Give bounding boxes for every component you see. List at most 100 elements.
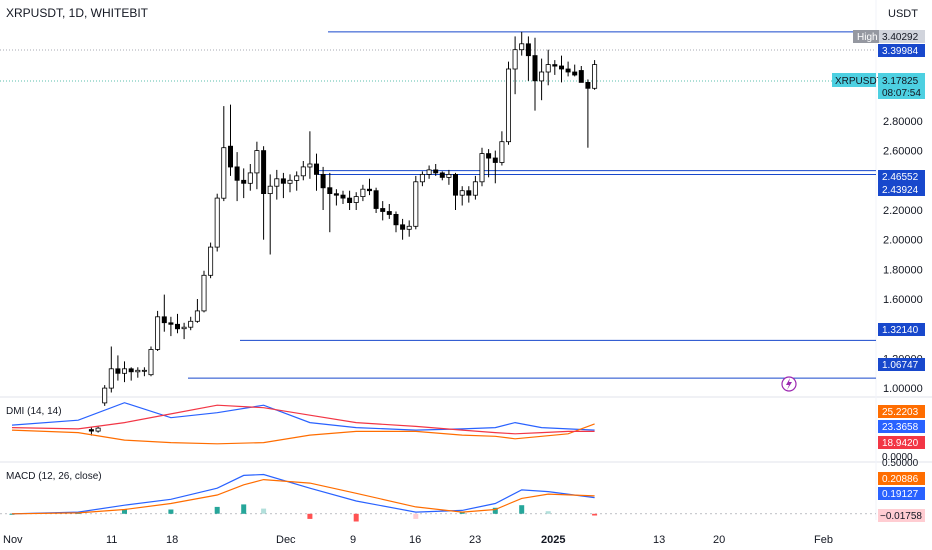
candle-2024-12-13 <box>287 174 293 193</box>
candle-2024-11-14 <box>95 426 101 433</box>
candle-body <box>578 70 584 83</box>
candle-2024-12-01 <box>208 242 214 279</box>
price-tick-10: 1.00000 <box>883 383 923 395</box>
candle-body <box>214 197 220 248</box>
macd-hist-bar-2 <box>122 509 127 514</box>
dmi-red-value: 18.9420 <box>882 438 919 449</box>
candle-body <box>532 55 538 82</box>
candle-2025-01-14 <box>499 131 505 166</box>
candle-2024-12-10 <box>267 174 273 255</box>
candle-2025-01-22 <box>552 60 558 75</box>
time-label-2025: 2025 <box>541 534 565 546</box>
candle-body <box>313 163 319 175</box>
candle-2024-12-05 <box>234 152 240 202</box>
candle-2024-11-18 <box>122 361 128 383</box>
time-label-11: 11 <box>106 534 117 546</box>
candle-body <box>234 166 240 181</box>
level-value-5: 1.06747 <box>882 360 919 371</box>
candle-body <box>539 71 545 82</box>
candle-2025-01-08 <box>459 186 465 206</box>
candle-2024-11-30 <box>201 270 207 313</box>
candle-2025-01-28 <box>592 60 598 90</box>
candle-2025-01-10 <box>472 175 478 200</box>
candle-2024-12-08 <box>254 141 260 190</box>
candle-2025-01-20 <box>539 58 545 101</box>
candle-body <box>353 196 359 203</box>
dmi-orange-badge <box>878 405 925 418</box>
candle-body <box>108 368 114 389</box>
candle-body <box>393 213 399 226</box>
candle-2024-12-26 <box>373 187 379 213</box>
candle-body <box>519 43 525 51</box>
macd-hist-badge <box>878 509 925 522</box>
candle-2025-01-04 <box>433 164 439 176</box>
candle-body <box>386 211 392 215</box>
candle-body <box>459 190 465 196</box>
candle-body <box>545 64 551 73</box>
high-value-badge <box>879 30 925 43</box>
candle-2025-01-09 <box>466 186 472 203</box>
candle-body <box>486 153 492 159</box>
macd-orange-value: 0.20886 <box>882 474 919 485</box>
time-label-dec: Dec <box>276 534 296 546</box>
symbol-badge-label: XRPUSDT <box>835 76 883 87</box>
candle-2025-01-17 <box>519 31 525 56</box>
candle-2025-01-24 <box>565 61 571 77</box>
high-value: 3.40292 <box>882 32 919 43</box>
candle-2025-01-18 <box>525 36 531 81</box>
price-axis[interactable]: 3.000002.800002.600002.400002.200002.000… <box>883 86 923 395</box>
candle-body <box>88 429 94 432</box>
candle-body <box>333 193 339 196</box>
candle-2024-12-03 <box>221 106 227 202</box>
candle-body <box>280 178 286 184</box>
candle-body <box>261 150 267 195</box>
symbol-title: XRPUSDT, 1D, WHITEBIT <box>6 6 149 20</box>
price-tick-6: 1.80000 <box>883 264 923 276</box>
candle-body <box>340 194 346 199</box>
price-value: 3.17825 <box>882 76 919 87</box>
time-label-nov: Nov <box>3 534 23 546</box>
candle-body <box>155 316 161 350</box>
macd-label[interactable]: MACD (12, 26, close) <box>6 471 102 482</box>
dmi-red-badge <box>878 436 925 449</box>
candle-body <box>380 208 386 212</box>
candle-2024-12-20 <box>333 189 339 206</box>
high-label: High <box>857 32 878 43</box>
level-value-3: 2.43924 <box>882 185 919 196</box>
candle-2024-11-16 <box>108 346 114 393</box>
macd-hist-bar-3 <box>168 509 174 514</box>
candle-2024-11-28 <box>188 316 194 331</box>
candle-body <box>95 427 101 432</box>
time-axis[interactable]: Nov 11 18 Dec 9 16 23 2025 13 20 Feb <box>3 534 833 546</box>
dmi-label[interactable]: DMI (14, 14) <box>6 406 62 417</box>
dmi-series-2 <box>11 404 595 435</box>
dmi-series-0 <box>11 402 595 431</box>
candle-body <box>452 173 458 196</box>
horizontal-levels[interactable] <box>188 31 876 379</box>
candle-2024-11-19 <box>128 367 134 381</box>
candle-2025-01-25 <box>572 64 578 77</box>
level-value-1: 3.39984 <box>882 46 919 57</box>
candle-body <box>525 43 531 57</box>
time-label-18: 18 <box>166 534 178 546</box>
candle-2025-01-13 <box>492 150 498 184</box>
candles[interactable] <box>88 31 598 436</box>
candle-2024-12-09 <box>261 146 267 240</box>
dmi-pane[interactable] <box>11 402 595 445</box>
high-label-badge <box>853 30 879 43</box>
time-label-16: 16 <box>409 534 421 546</box>
candle-2024-11-21 <box>141 367 147 377</box>
macd-pane[interactable] <box>0 473 876 522</box>
candle-2024-11-29 <box>194 299 200 323</box>
candle-body <box>426 169 432 175</box>
candle-2024-12-30 <box>400 218 406 240</box>
candle-2024-11-25 <box>168 316 174 337</box>
candle-body <box>360 188 366 197</box>
candle-body <box>274 178 280 187</box>
candle-body <box>439 172 445 178</box>
candle-body <box>102 387 108 404</box>
candle-body <box>227 145 233 168</box>
lightning-icon[interactable] <box>781 376 797 392</box>
candle-body <box>201 274 207 312</box>
